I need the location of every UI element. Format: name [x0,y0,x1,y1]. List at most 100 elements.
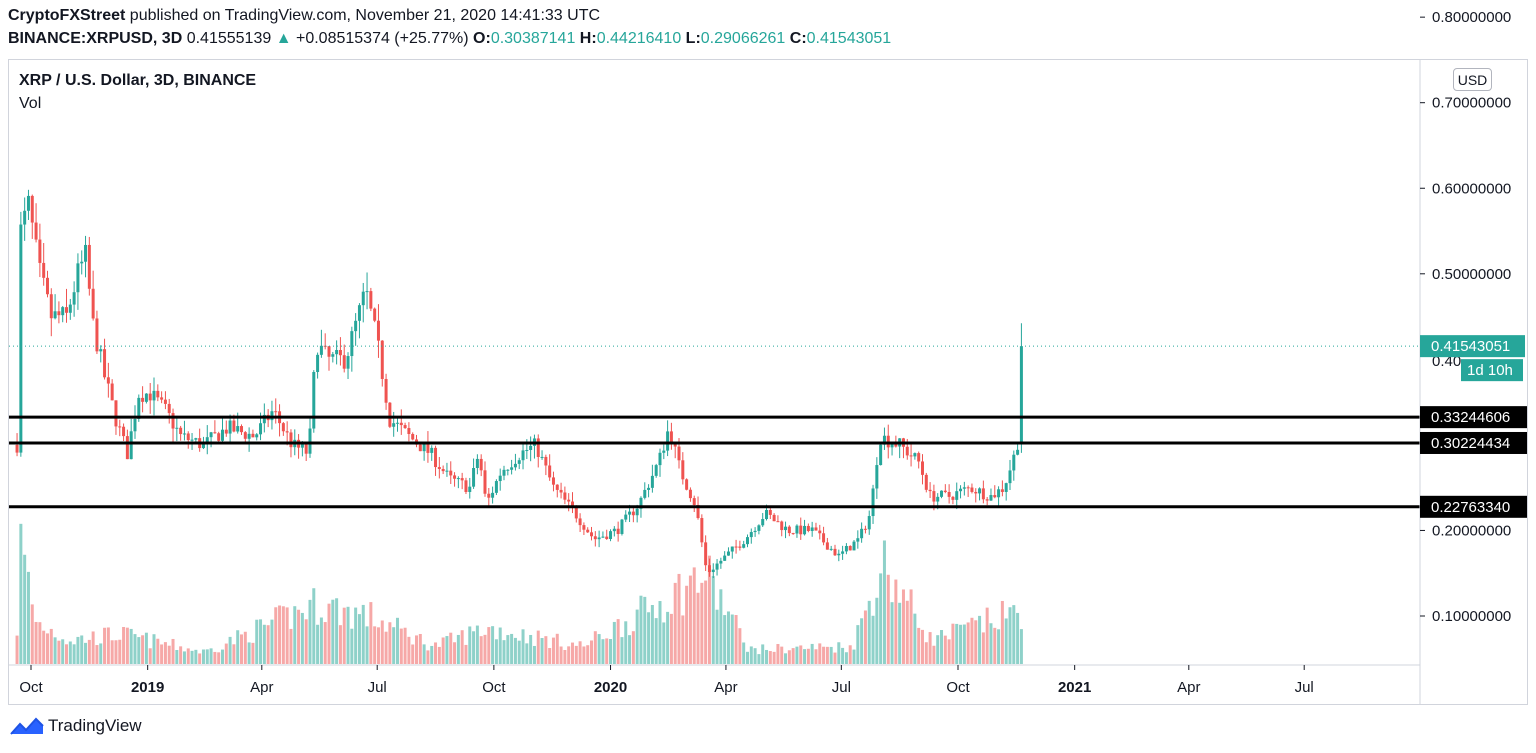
volume-bar [928,632,932,664]
time-axis[interactable]: Oct 2019 Apr Jul Oct 2020 Apr Jul Oct 2021 Apr Jul [19,665,1314,696]
volume-legend[interactable]: Vol [19,95,42,112]
candle-body [913,453,917,457]
volume-bar [997,629,1001,664]
candle-body [1000,489,1004,492]
volume-bar [384,631,388,664]
volume-bar [392,627,396,664]
volume-bar [612,621,616,664]
volume-bar [993,627,997,664]
volume-bar [1004,618,1008,664]
candle-body [255,434,259,438]
chart-legend-title[interactable]: XRP / U.S. Dollar, 3D, BINANCE [19,72,257,89]
volume-bar [506,635,510,664]
candle-body [966,487,970,489]
volume-bar [517,640,521,664]
candle-body [487,493,491,498]
candle-body [772,514,776,522]
candle-body [631,511,635,516]
ohlc-bar: BINANCE:XRPUSD, 3D 0.41555139 ▲ +0.08515… [8,30,891,48]
volume-bar [430,645,434,664]
volume-bar [582,646,586,664]
candle-body [182,433,186,435]
candle-body [179,427,183,435]
volume-bar [822,646,826,664]
volume-bar [472,631,476,664]
candle-body [658,452,662,466]
candle-body [175,427,179,429]
volume-bar [563,649,567,664]
candle-body [65,307,69,313]
volume-bar [768,651,772,664]
volume-series [15,523,1023,664]
volume-bar [224,643,228,664]
volume-bar [890,602,894,664]
candle-body [437,467,441,469]
volume-bar [262,624,266,664]
candle-body [643,489,647,498]
volume-bar [255,619,259,664]
volume-bar [555,633,559,664]
volume-bar [650,605,654,664]
candle-body [822,533,826,543]
candle-body [726,551,730,556]
candle-body [970,487,974,492]
candle-body [586,529,590,533]
volume-bar [399,628,403,664]
tradingview-logo[interactable]: TradingView [10,716,142,736]
candle-body [715,563,719,570]
candle-body [80,261,84,264]
candle-body [300,444,304,448]
volume-bar [829,646,833,664]
price-tick-label: 0.60000000 [1432,180,1511,197]
candle-body [666,431,670,451]
candle-body [434,447,438,468]
candle-body [955,491,959,500]
candle-body [905,446,909,456]
candle-body [810,527,814,531]
candle-body [133,418,137,432]
candle-body [738,546,742,548]
volume-bar [920,629,924,664]
volume-bar [867,600,871,664]
candle-body [411,434,415,440]
volume-bar [719,589,723,664]
volume-bar [30,604,34,664]
volume-bar [707,555,711,664]
volume-bar [940,630,944,664]
candle-body [388,402,392,427]
candle-body [125,436,129,460]
candle-body [224,429,228,434]
price-tick-label: 0.20000000 [1432,522,1511,539]
candle-body [167,403,171,414]
candle-body [814,527,818,531]
price-tick-label: 0.50000000 [1432,266,1511,283]
volume-bar [160,644,164,664]
volume-bar [285,607,289,664]
candle-body [688,489,692,499]
volume-bar [825,646,829,664]
volume-bar [361,604,365,664]
volume-bar [551,637,555,664]
close-label: C: [789,30,807,47]
currency-button[interactable]: USD [1453,68,1492,91]
open-value: 0.30387141 [490,30,576,47]
candle-body [548,465,552,478]
candle-body [243,432,247,439]
volume-bar [57,640,61,664]
candle-body [449,470,453,476]
volume-bar [460,630,464,664]
price-axis[interactable]: 0.80000000 0.70000000 0.60000000 0.50000000… [1420,9,1511,625]
candle-body [422,442,426,452]
volume-bar [639,595,643,664]
volume-bar [213,651,217,664]
candle-body [84,244,88,262]
author-name[interactable]: CryptoFXStreet [8,7,126,24]
volume-bar [913,613,917,664]
volume-bar [15,635,19,664]
candle-body [787,526,791,534]
candle-body [99,349,103,352]
volume-bar [346,606,350,664]
volume-bar [730,614,734,664]
candle-body [274,411,278,413]
